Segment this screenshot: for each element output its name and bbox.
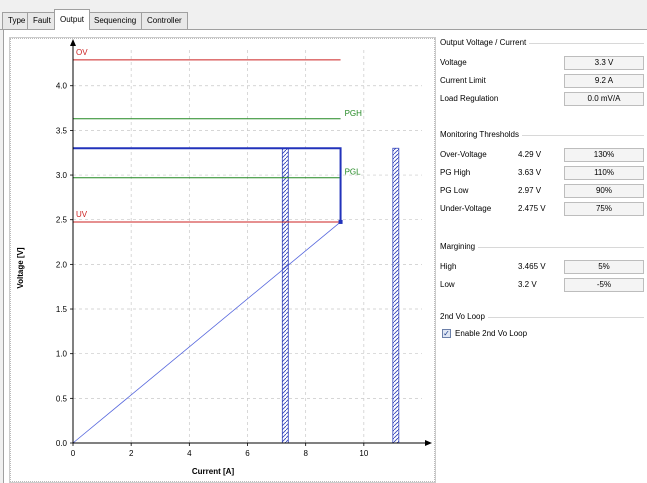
under-voltage-percent-field[interactable]: 75% — [564, 202, 644, 216]
monitoring-thresholds-group: Monitoring Thresholds Over-Voltage 4.29 … — [438, 130, 644, 240]
margin-low-value: 3.2 V — [518, 280, 537, 289]
under-voltage-row: Under-Voltage 2.475 V 75% — [440, 202, 644, 216]
settings-panel: Output Voltage / Current Voltage 3.3 V C… — [436, 30, 647, 483]
under-voltage-label: Under-Voltage — [440, 204, 492, 213]
x-tick-label: 0 — [71, 449, 76, 458]
over-voltage-value: 4.29 V — [518, 150, 542, 159]
over-voltage-percent-field[interactable]: 130% — [564, 148, 644, 162]
tab-divider — [0, 29, 647, 30]
group-divider — [440, 135, 644, 136]
y-tick-label: 0.5 — [56, 394, 68, 403]
margin-low-row: Low 3.2 V -5% — [440, 278, 644, 292]
current-limit-field[interactable]: 9.2 A — [564, 74, 644, 88]
current-limit-label: Current Limit — [440, 76, 486, 85]
tab-sequencing[interactable]: Sequencing — [88, 12, 143, 29]
pg-high-percent-field[interactable]: 110% — [564, 166, 644, 180]
chart-frame — [10, 38, 435, 482]
under-voltage-value: 2.475 V — [518, 204, 546, 213]
pg-low-label: PG Low — [440, 186, 469, 195]
y-tick-label: 3.0 — [56, 171, 68, 180]
output-voltage-current-group: Output Voltage / Current Voltage 3.3 V C… — [438, 38, 644, 128]
second-vo-loop-group: 2nd Vo Loop ✓ Enable 2nd Vo Loop — [438, 312, 644, 352]
y-tick-label: 0.0 — [56, 439, 68, 448]
group-title: Output Voltage / Current — [440, 38, 530, 47]
group-title: 2nd Vo Loop — [440, 312, 488, 321]
margin-high-percent-field[interactable]: 5% — [564, 260, 644, 274]
y-tick-label: 1.0 — [56, 350, 68, 359]
margin-high-row: High 3.465 V 5% — [440, 260, 644, 274]
y-tick-label: 4.0 — [56, 82, 68, 91]
chart-svg: OV PGH PGL UV 0 2 4 6 8 10 0.0 0.5 1.0 1.5 2.0 2.5 3.0 3… — [16, 39, 432, 476]
over-voltage-label: Over-Voltage — [440, 150, 487, 159]
voltage-current-chart: OV PGH PGL UV 0 2 4 6 8 10 0.0 0.5 1.0 1.5 2.0 2.5 3.0 3… — [9, 37, 436, 483]
group-divider — [440, 43, 644, 44]
x-tick-label: 2 — [129, 449, 134, 458]
margin-low-label: Low — [440, 280, 455, 289]
group-title: Margining — [440, 242, 479, 251]
voltage-field[interactable]: 3.3 V — [564, 56, 644, 70]
pg-high-label: PG High — [440, 168, 471, 177]
tab-output[interactable]: Output — [54, 9, 91, 30]
tab-controller[interactable]: Controller — [141, 12, 188, 29]
pg-low-value: 2.97 V — [518, 186, 542, 195]
current-limit-point — [338, 219, 343, 224]
y-axis-label: Voltage [V] — [16, 247, 25, 289]
hatched-bar — [392, 147, 400, 444]
load-regulation-field[interactable]: 0.0 mV/A — [564, 92, 644, 106]
y-tick-label: 2.0 — [56, 260, 68, 269]
load-line — [72, 221, 341, 444]
threshold-label: OV — [76, 48, 88, 57]
voltage-row: Voltage 3.3 V — [440, 56, 644, 70]
pg-low-row: PG Low 2.97 V 90% — [440, 184, 644, 198]
x-tick-label: 10 — [359, 449, 368, 458]
margin-low-percent-field[interactable]: -5% — [564, 278, 644, 292]
threshold-label: PGH — [345, 109, 363, 118]
operating-region-line — [73, 147, 342, 222]
y-axis-arrow — [70, 39, 76, 46]
voltage-label: Voltage — [440, 58, 467, 67]
enable-vo-loop-row: ✓ Enable 2nd Vo Loop — [440, 328, 644, 342]
hatched-bar — [281, 147, 289, 444]
group-divider — [440, 247, 644, 248]
y-tick-label: 3.5 — [56, 126, 68, 135]
current-limit-row: Current Limit 9.2 A — [440, 74, 644, 88]
y-tick-label: 2.5 — [56, 216, 68, 225]
margin-high-label: High — [440, 262, 457, 271]
x-axis-label: Current [A] — [192, 467, 235, 476]
load-regulation-label: Load Regulation — [440, 94, 499, 103]
margin-high-value: 3.465 V — [518, 262, 546, 271]
pg-high-value: 3.63 V — [518, 168, 542, 177]
enable-2nd-vo-loop-checkbox[interactable]: ✓ — [442, 329, 451, 338]
pg-low-percent-field[interactable]: 90% — [564, 184, 644, 198]
pg-high-row: PG High 3.63 V 110% — [440, 166, 644, 180]
y-tick-label: 1.5 — [56, 305, 68, 314]
over-voltage-row: Over-Voltage 4.29 V 130% — [440, 148, 644, 162]
x-tick-label: 4 — [187, 449, 192, 458]
x-axis-arrow — [425, 440, 432, 446]
x-tick-label: 6 — [245, 449, 250, 458]
group-divider — [440, 317, 644, 318]
tab-bar: Type Fault Output Sequencing Controller — [0, 0, 647, 30]
enable-2nd-vo-loop-label[interactable]: Enable 2nd Vo Loop — [455, 329, 528, 338]
margining-group: Margining High 3.465 V 5% Low 3.2 V -5% — [438, 242, 644, 310]
tab-fault[interactable]: Fault — [27, 12, 57, 29]
load-regulation-row: Load Regulation 0.0 mV/A — [440, 92, 644, 106]
threshold-label: PGL — [345, 168, 362, 177]
group-title: Monitoring Thresholds — [440, 130, 523, 139]
threshold-label: UV — [76, 210, 88, 219]
x-tick-label: 8 — [303, 449, 308, 458]
